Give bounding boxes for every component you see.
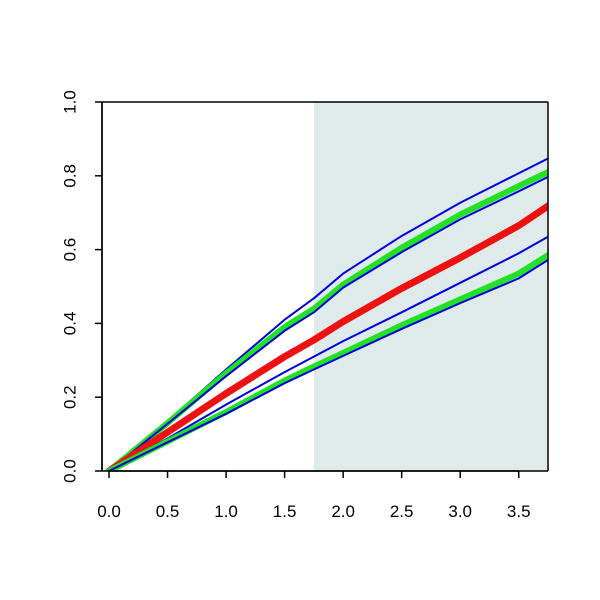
series-line-2: [106, 169, 548, 471]
series-line-7: [108, 258, 548, 471]
y-tick-label: 0.2: [61, 385, 80, 409]
y-tick-label: 1.0: [61, 90, 80, 114]
x-tick-label: 1.0: [214, 502, 238, 521]
x-tick-label: 1.5: [273, 502, 297, 521]
series-layer: [105, 157, 548, 471]
series-line-6: [106, 252, 548, 471]
y-tick-label: 0.4: [61, 312, 80, 336]
y-tick-label: 0.8: [61, 164, 80, 188]
x-tick-label: 0.0: [97, 502, 121, 521]
axes-layer: 0.0 0.5 1.0 1.5 2.0 2.5 3.0 3.5 0.0 0.2 0.4 0.6 0.8 1…: [61, 90, 549, 521]
series-line-3: [108, 175, 548, 471]
x-tick-label: 0.5: [156, 502, 180, 521]
shaded-region-layer: [313, 102, 548, 471]
series-line-5: [108, 235, 548, 471]
y-tick-label: 0.6: [61, 238, 80, 262]
x-tick-label: 2.0: [331, 502, 355, 521]
shaded-region: [313, 102, 548, 471]
x-tick-label: 3.0: [448, 502, 472, 521]
x-tick-label: 3.5: [507, 502, 531, 521]
series-line-4: [105, 202, 548, 471]
y-tick-label: 0.0: [61, 459, 80, 483]
x-tick-label: 2.5: [390, 502, 414, 521]
